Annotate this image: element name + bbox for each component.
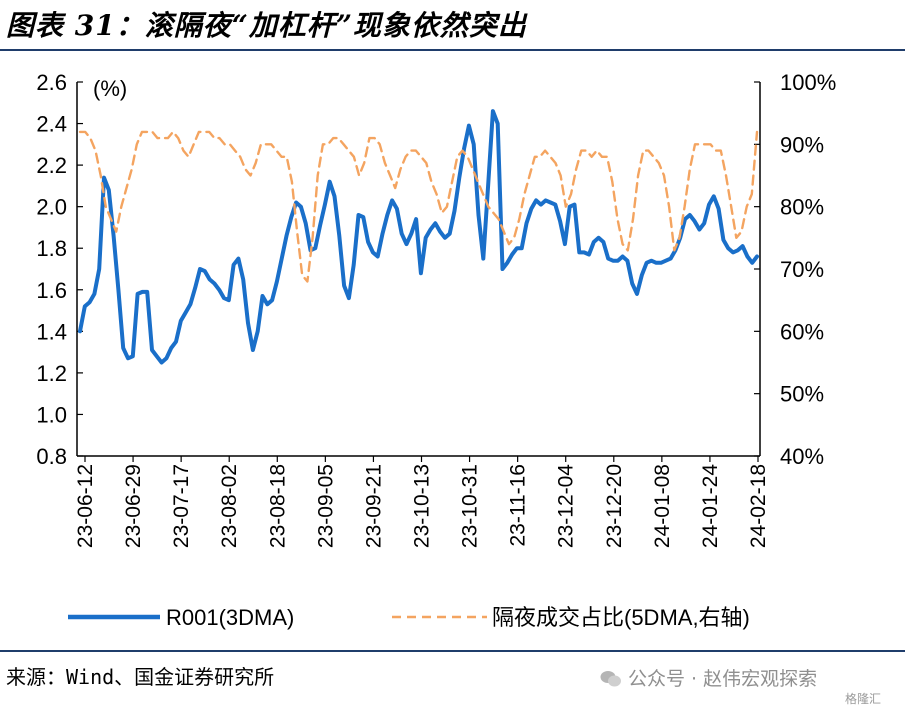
- x-tick-label: 23-09-21: [362, 464, 385, 548]
- right-tick-label: 80%: [780, 195, 824, 220]
- left-tick-label: 1.6: [36, 278, 67, 303]
- right-axis-unit-label: (%): [93, 76, 127, 101]
- x-axis-ticks: 23-06-12 23-06-29 23-07-17 23-08-02 23-08-18…: [74, 456, 770, 548]
- right-tick-label: 100%: [780, 70, 836, 95]
- right-tick-label: 50%: [780, 382, 824, 407]
- x-tick-label: 23-08-18: [266, 464, 289, 548]
- legend-label-r001: R001(3DMA): [166, 605, 294, 630]
- right-axis-ticks: 100% 90% 80% 70% 60% 50% 40%: [754, 70, 836, 469]
- legend-label-overnight-share: 隔夜成交占比(5DMA,右轴): [492, 605, 750, 630]
- left-tick-label: 1.8: [36, 236, 67, 261]
- left-tick-label: 1.0: [36, 402, 67, 427]
- x-tick-label: 23-12-04: [555, 464, 578, 548]
- x-tick-label: 24-02-18: [747, 464, 770, 548]
- watermark-sub: 格隆汇: [845, 692, 882, 706]
- title-rule: [0, 49, 905, 51]
- right-tick-label: 60%: [780, 319, 824, 344]
- footer-rule: [0, 650, 905, 652]
- left-tick-label: 1.2: [36, 361, 67, 386]
- watermark: 公众号 · 赵伟宏观探索: [600, 664, 817, 691]
- x-tick-label: 23-07-17: [170, 464, 193, 548]
- left-tick-label: 1.4: [36, 319, 67, 344]
- chart: 2.6 2.4 2.2 2.0 1.8 1.6 1.4 1.2 1.0 0.8 100% 90% 80…: [36, 70, 836, 630]
- x-tick-label: 24-01-08: [651, 464, 674, 548]
- x-tick-label: 23-06-29: [122, 464, 145, 548]
- axes: [76, 82, 761, 457]
- x-tick-label: 23-10-13: [411, 464, 434, 548]
- x-tick-label: 23-09-05: [314, 464, 337, 548]
- watermark-text: 公众号 · 赵伟宏观探索: [628, 668, 818, 690]
- left-axis-ticks: 2.6 2.4 2.2 2.0 1.8 1.6 1.4 1.2 1.0 0.8: [36, 70, 83, 469]
- x-tick-label: 23-08-02: [218, 464, 241, 548]
- x-tick-label: 24-01-24: [699, 464, 722, 548]
- legend: R001(3DMA) 隔夜成交占比(5DMA,右轴): [68, 605, 750, 630]
- x-tick-label: 23-11-16: [507, 464, 530, 547]
- wechat-icon: [600, 671, 621, 687]
- page-title: 图表 31：滚隔夜“加杠杆”现象依然突出: [6, 9, 527, 42]
- x-tick-label: 23-10-31: [459, 464, 482, 548]
- series-r001-line: [78, 109, 759, 365]
- x-tick-label: 23-06-12: [74, 464, 97, 548]
- left-tick-label: 0.8: [36, 444, 67, 469]
- series-group: [78, 109, 759, 365]
- x-tick-label: 23-12-20: [603, 464, 626, 548]
- left-tick-label: 2.6: [36, 70, 67, 95]
- right-tick-label: 90%: [780, 132, 824, 157]
- series-overnight-share-line: [78, 130, 759, 283]
- left-tick-label: 2.0: [36, 195, 67, 220]
- right-tick-label: 40%: [780, 444, 824, 469]
- left-tick-label: 2.4: [36, 112, 67, 137]
- left-tick-label: 2.2: [36, 153, 67, 178]
- right-tick-label: 70%: [780, 257, 824, 282]
- source-note: 来源：Wind、国金证券研究所: [6, 665, 275, 689]
